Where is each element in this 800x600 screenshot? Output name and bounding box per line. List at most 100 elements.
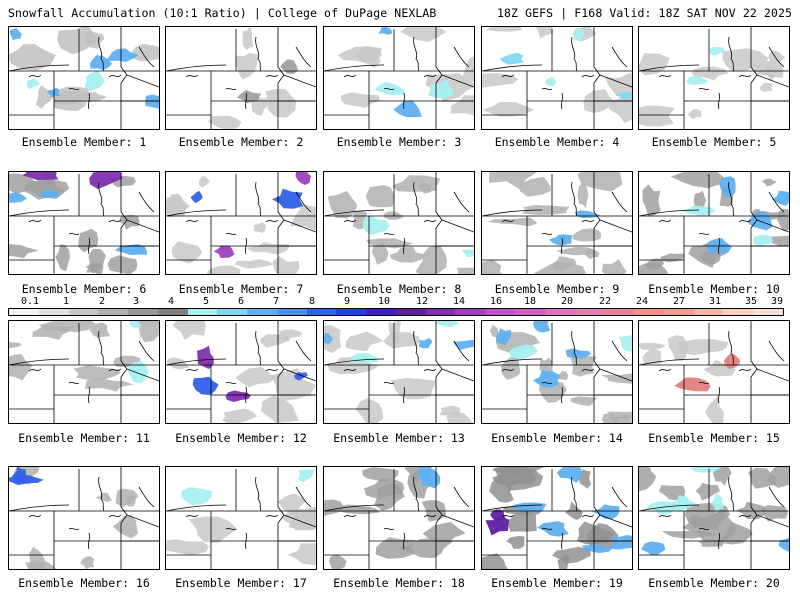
ensemble-map-panel	[8, 26, 160, 130]
ensemble-map-panel	[165, 466, 317, 570]
ensemble-member-label: Ensemble Member: 12	[175, 431, 307, 445]
ensemble-member-label: Ensemble Member: 14	[491, 431, 623, 445]
colorbar-swatch	[276, 309, 307, 315]
snowfall-map	[639, 467, 789, 569]
colorbar-swatches	[8, 308, 784, 316]
colorbar-swatch	[366, 309, 396, 315]
snowfall-map	[639, 172, 789, 274]
ensemble-member-label: Ensemble Member: 13	[333, 431, 465, 445]
colorbar-tick-label: 10	[377, 296, 391, 307]
snowfall-map	[482, 321, 632, 423]
snowfall-map	[166, 321, 316, 423]
ensemble-map-panel	[638, 26, 790, 130]
ensemble-member-label: Ensemble Member: 2	[178, 135, 304, 149]
snowfall-map	[9, 321, 159, 423]
ensemble-map-panel	[638, 320, 790, 424]
colorbar-swatch	[98, 309, 129, 315]
colorbar-tick-label: 1	[62, 296, 70, 307]
colorbar-swatch	[485, 309, 516, 315]
snowfall-map	[639, 27, 789, 129]
colorbar-swatch	[306, 309, 337, 315]
snowfall-map	[166, 27, 316, 129]
colorbar-tick-label: 9	[343, 296, 351, 307]
colorbar-swatch	[395, 309, 426, 315]
map-title: Snowfall Accumulation (10:1 Ratio) | Col…	[8, 6, 437, 20]
colorbar-tick-label: 39	[770, 296, 784, 307]
snowfall-map	[166, 467, 316, 569]
snowfall-map	[482, 27, 632, 129]
colorbar-swatch	[604, 309, 635, 315]
colorbar-tick-label: 31	[708, 296, 722, 307]
colorbar-tick-label: 5	[202, 296, 210, 307]
snowfall-map	[639, 321, 789, 423]
colorbar-swatch	[128, 309, 158, 315]
colorbar-swatch	[515, 309, 545, 315]
ensemble-map-panel	[165, 26, 317, 130]
colorbar-swatch	[247, 309, 277, 315]
ensemble-member-label: Ensemble Member: 7	[178, 282, 304, 296]
snowfall-map	[324, 467, 474, 569]
colorbar-swatch	[723, 309, 754, 315]
colorbar-tick-label: 4	[167, 296, 175, 307]
colorbar-swatch	[693, 309, 724, 315]
colorbar-labels: 0.1 1 2 3 4 5 6 7 8 9 10 12 14 16 18 20 22 24 27 31 35 39	[8, 297, 784, 307]
ensemble-member-label: Ensemble Member: 6	[21, 282, 147, 296]
colorbar-swatch	[157, 309, 188, 315]
ensemble-map-panel	[165, 171, 317, 275]
ensemble-member-label: Ensemble Member: 10	[648, 282, 780, 296]
colorbar-tick-label: 22	[598, 296, 612, 307]
ensemble-member-label: Ensemble Member: 8	[336, 282, 462, 296]
snowfall-map	[324, 27, 474, 129]
snowfall-map	[482, 467, 632, 569]
snowfall-map	[324, 321, 474, 423]
snowfall-map	[9, 172, 159, 274]
colorbar-swatch	[753, 309, 783, 315]
snowfall-map	[166, 172, 316, 274]
ensemble-map-panel	[323, 26, 475, 130]
ensemble-member-label: Ensemble Member: 16	[18, 576, 150, 590]
colorbar-tick-label: 18	[523, 296, 537, 307]
snowfall-map	[9, 27, 159, 129]
colorbar-swatch	[425, 309, 456, 315]
ensemble-member-label: Ensemble Member: 5	[651, 135, 777, 149]
colorbar-tick-label: 7	[272, 296, 280, 307]
colorbar-swatch	[9, 309, 39, 315]
colorbar-tick-label: 27	[672, 296, 686, 307]
ensemble-map-panel	[481, 171, 633, 275]
colorbar-tick-label: 8	[308, 296, 316, 307]
colorbar-swatch	[187, 309, 218, 315]
colorbar-tick-label: 0.1	[20, 296, 40, 307]
ensemble-map-panel	[638, 466, 790, 570]
ensemble-map-panel	[165, 320, 317, 424]
colorbar-swatch	[455, 309, 486, 315]
ensemble-map-panel	[481, 466, 633, 570]
ensemble-member-label: Ensemble Member: 17	[175, 576, 307, 590]
ensemble-map-panel	[481, 26, 633, 130]
colorbar-swatch	[574, 309, 605, 315]
colorbar-swatch	[634, 309, 664, 315]
ensemble-map-panel	[481, 320, 633, 424]
ensemble-member-label: Ensemble Member: 4	[494, 135, 620, 149]
ensemble-member-label: Ensemble Member: 19	[491, 576, 623, 590]
colorbar-tick-label: 35	[744, 296, 758, 307]
ensemble-member-label: Ensemble Member: 18	[333, 576, 465, 590]
colorbar-swatch	[663, 309, 694, 315]
ensemble-member-label: Ensemble Member: 3	[336, 135, 462, 149]
ensemble-member-label: Ensemble Member: 11	[18, 431, 150, 445]
ensemble-map-panel	[323, 320, 475, 424]
ensemble-map-panel	[8, 171, 160, 275]
ensemble-map-panel	[638, 171, 790, 275]
colorbar-tick-label: 14	[452, 296, 466, 307]
snowfall-map	[482, 172, 632, 274]
ensemble-map-panel	[323, 466, 475, 570]
colorbar-tick-label: 20	[560, 296, 574, 307]
colorbar-tick-label: 3	[132, 296, 140, 307]
snowfall-map	[324, 172, 474, 274]
colorbar-swatch	[38, 309, 69, 315]
snowfall-colorbar: 0.1 1 2 3 4 5 6 7 8 9 10 12 14 16 18 20 22 24 27 31 35 39	[8, 297, 784, 318]
colorbar-tick-label: 16	[489, 296, 503, 307]
ensemble-map-panel	[323, 171, 475, 275]
colorbar-swatch	[336, 309, 367, 315]
colorbar-tick-label: 12	[415, 296, 429, 307]
ensemble-map-panel	[8, 466, 160, 570]
